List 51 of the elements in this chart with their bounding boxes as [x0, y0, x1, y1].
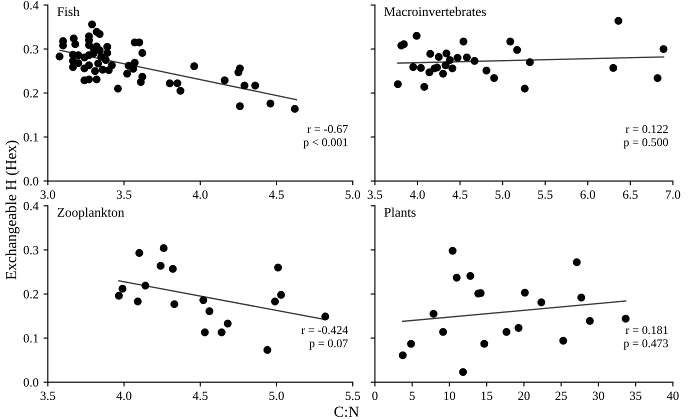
- annotation: p = 0.473: [624, 339, 668, 350]
- x-tick-label: 3.5: [40, 392, 56, 400]
- y-tick-label: 0.1: [24, 133, 38, 142]
- x-tick-label: 7.0: [666, 190, 680, 199]
- chart-title: Macroinvertebrates: [384, 6, 486, 16]
- annotation: p = 0.500: [624, 138, 668, 149]
- x-tick-label: 0: [372, 392, 378, 400]
- x-tick-label: 4.5: [192, 392, 208, 400]
- x-tick-label: 4.0: [116, 392, 132, 400]
- x-tick-label: 40: [666, 392, 679, 400]
- x-tick-label: 4.5: [452, 190, 468, 199]
- x-tick-label: 5.0: [346, 190, 360, 199]
- x-tick-label: 5.0: [496, 190, 510, 199]
- x-tick-label: 4.5: [268, 190, 284, 199]
- x-tick-label: 35: [630, 392, 642, 400]
- annotation: r = 0.122: [626, 125, 668, 134]
- x-axis-title: C:N: [334, 406, 359, 417]
- y-tick-label: 0.1: [24, 334, 38, 343]
- y-tick-label: 0.0: [24, 378, 38, 387]
- x-tick-label: 3.5: [116, 190, 132, 199]
- x-tick-label: 6.5: [623, 190, 638, 199]
- y-tick-label: 0.2: [24, 290, 38, 299]
- x-tick-label: 5.0: [269, 392, 284, 400]
- chart-title: Zooplankton: [58, 208, 124, 220]
- x-tick-label: 20: [518, 392, 530, 400]
- x-tick-label: 5: [410, 392, 415, 400]
- y-tick-label: 0.4: [24, 1, 39, 10]
- y-tick-label: 0.4: [24, 202, 39, 210]
- annotation: r = -0.424: [301, 326, 348, 334]
- x-tick-label: 3.5: [368, 190, 382, 199]
- x-tick-label: 25: [555, 392, 567, 400]
- annotation: p = 0.07: [309, 339, 348, 350]
- y-tick-label: 0.0: [24, 177, 38, 186]
- x-tick-label: 6.0: [580, 190, 596, 199]
- chart-title: Fish: [57, 6, 80, 16]
- y-tick-label: 0.3: [24, 45, 38, 54]
- x-tick-label: 4.0: [410, 190, 425, 199]
- x-tick-label: 10: [444, 392, 456, 400]
- chart-title: Plants: [384, 208, 416, 217]
- x-tick-label: 15: [482, 392, 492, 400]
- x-tick-label: 30: [592, 392, 604, 400]
- annotation: p < 0.001: [303, 138, 348, 149]
- x-tick-label: 5.5: [538, 190, 553, 199]
- x-tick-label: 3.0: [40, 190, 56, 199]
- annotation: r = 0.181: [626, 326, 668, 334]
- annotation: r = -0.67: [307, 125, 348, 134]
- x-tick-label: 4.0: [192, 190, 208, 199]
- x-tick-label: 5.5: [346, 392, 360, 400]
- y-tick-label: 0.3: [24, 246, 38, 254]
- y-axis-title: Exchangeable H (Hex): [6, 140, 20, 280]
- y-tick-label: 0.2: [24, 89, 38, 98]
